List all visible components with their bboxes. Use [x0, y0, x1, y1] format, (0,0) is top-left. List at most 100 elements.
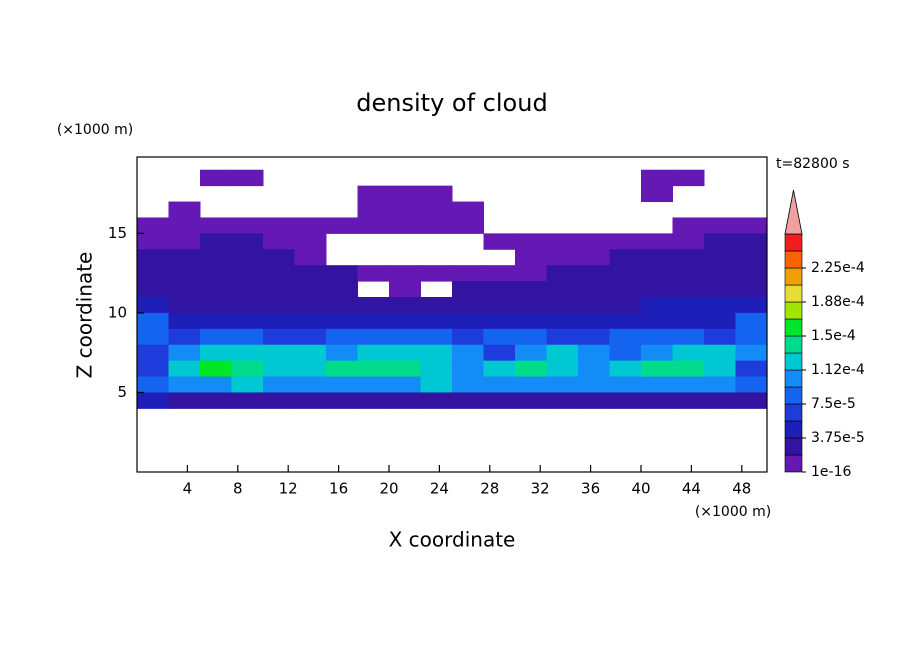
field-cell [231, 169, 264, 187]
colorbar-label: 1.5e-4 [811, 328, 856, 344]
field-cell [137, 233, 169, 250]
field-cell [294, 297, 327, 314]
contour-field [137, 169, 768, 409]
field-cell [483, 233, 516, 250]
y-tick-label: 10 [108, 303, 127, 321]
field-cell [231, 344, 264, 362]
field-cell [357, 344, 390, 362]
field-cell [357, 312, 390, 330]
field-cell [294, 344, 327, 362]
field-cell [231, 217, 264, 234]
field-cell [168, 249, 201, 266]
field-cell [452, 265, 484, 282]
field-cell [263, 376, 295, 393]
x-unit: (×1000 m) [695, 504, 771, 520]
field-cell [357, 217, 390, 234]
field-cell [389, 392, 421, 409]
field-cell [515, 392, 547, 409]
colorbar-box [784, 267, 803, 286]
chart-title: density of cloud [356, 89, 547, 117]
field-cell [515, 265, 547, 282]
field-cell [641, 392, 673, 409]
field-cell [452, 297, 484, 314]
field-cell [641, 249, 673, 266]
field-cell [672, 392, 705, 409]
field-cell [452, 217, 484, 234]
field-cell [294, 233, 327, 250]
field-cell [546, 312, 579, 330]
field-cell [389, 265, 421, 282]
field-cell [168, 233, 201, 250]
field-cell [735, 392, 768, 409]
field-cell [263, 265, 295, 282]
field-cell [515, 344, 547, 362]
field-cell [672, 169, 705, 187]
field-cell [735, 233, 768, 250]
field-cell [326, 217, 358, 234]
field-cell [294, 281, 327, 298]
field-cell [641, 376, 673, 393]
field-cell [294, 265, 327, 282]
field-cell [704, 392, 736, 409]
field-cell [609, 360, 642, 378]
x-tick-label: 12 [279, 480, 298, 498]
field-cell [137, 297, 169, 314]
field-cell [137, 265, 169, 282]
field-cell [137, 392, 169, 409]
field-cell [294, 376, 327, 393]
field-cell [389, 201, 421, 218]
field-cell [735, 344, 768, 362]
x-tick-label: 48 [732, 480, 751, 498]
field-cell [200, 249, 232, 266]
field-cell [168, 265, 201, 282]
y-tick-label: 5 [117, 383, 127, 401]
field-cell [483, 328, 516, 346]
field-cell [263, 312, 295, 330]
field-cell [326, 360, 358, 378]
field-cell [231, 328, 264, 346]
field-cell [326, 392, 358, 409]
field-cell [609, 297, 642, 314]
field-cell [231, 376, 264, 393]
field-cell [263, 217, 295, 234]
field-cell [609, 328, 642, 346]
field-cell [515, 281, 547, 298]
field-cell [672, 376, 705, 393]
field-cell [137, 217, 169, 234]
field-cell [326, 265, 358, 282]
field-cell [735, 249, 768, 266]
field-cell [515, 312, 547, 330]
x-tick-label: 8 [233, 480, 243, 498]
field-cell [200, 281, 232, 298]
field-cell [641, 360, 673, 378]
field-cell [168, 344, 201, 362]
colorbar-box [784, 301, 803, 320]
field-cell [326, 328, 358, 346]
field-cell [452, 201, 484, 218]
field-cell [452, 392, 484, 409]
field-cell [137, 376, 169, 393]
field-cell [546, 392, 579, 409]
field-cell [357, 185, 390, 203]
field-cell [452, 360, 484, 378]
time-annotation: t=82800 s [776, 156, 850, 172]
colorbar-label: 1.12e-4 [811, 362, 865, 378]
field-cell [200, 233, 232, 250]
field-cell [168, 297, 201, 314]
x-tick-label: 24 [430, 480, 449, 498]
field-cell [704, 344, 736, 362]
field-cell [168, 376, 201, 393]
field-cell [641, 312, 673, 330]
field-cell [578, 376, 610, 393]
y-tick-label: 15 [108, 224, 127, 242]
field-cell [609, 265, 642, 282]
field-cell [357, 328, 390, 346]
field-cell [420, 297, 453, 314]
field-cell [515, 233, 547, 250]
x-tick-label: 20 [379, 480, 398, 498]
field-cell [263, 328, 295, 346]
field-cell [420, 328, 453, 346]
field-cell [326, 281, 358, 298]
field-cell [704, 376, 736, 393]
